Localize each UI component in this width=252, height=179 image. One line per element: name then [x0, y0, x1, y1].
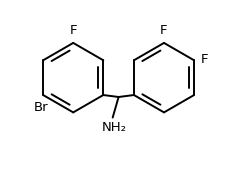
Text: F: F — [69, 24, 77, 37]
Text: F: F — [200, 53, 207, 66]
Text: NH₂: NH₂ — [102, 122, 127, 134]
Text: F: F — [160, 24, 167, 37]
Text: Br: Br — [34, 101, 48, 114]
